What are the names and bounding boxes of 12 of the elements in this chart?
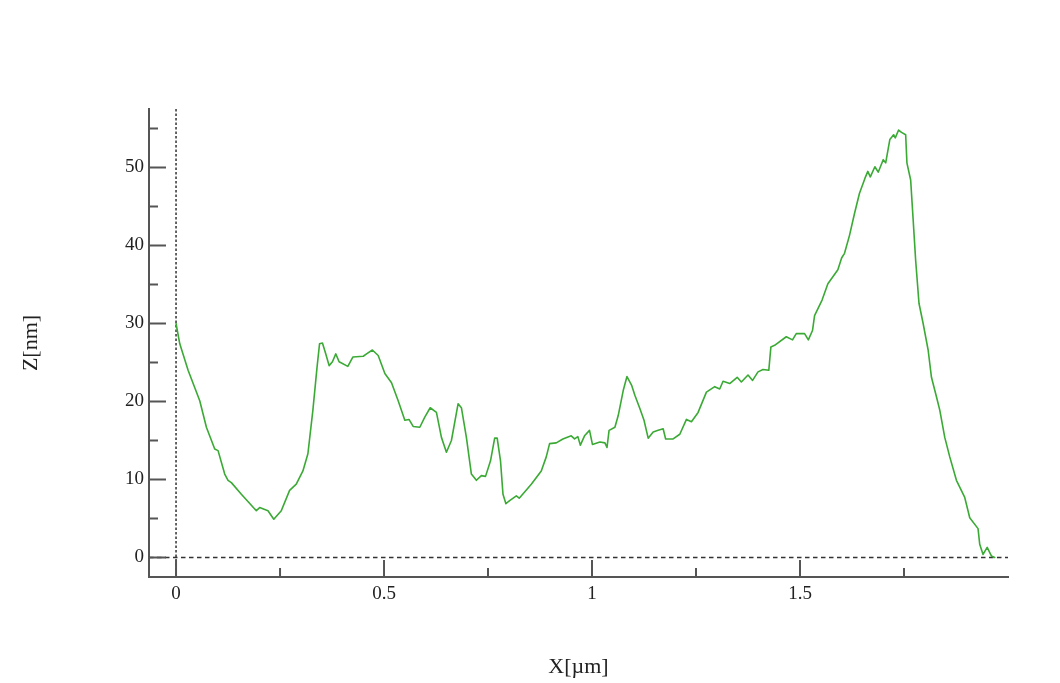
y-tick-label: 30	[125, 311, 144, 333]
y-axis-title: Z[nm]	[16, 314, 42, 372]
x-tick-label: 1.5	[788, 582, 812, 604]
x-axis-title: X[µm]	[548, 652, 609, 678]
y-tick-label: 0	[134, 545, 144, 567]
y-tick-label: 10	[125, 467, 144, 489]
y-tick-label: 20	[125, 389, 144, 411]
x-tick-label: 0.5	[372, 582, 396, 604]
x-tick-label: 0	[171, 582, 181, 604]
x-tick-label: 1	[587, 582, 597, 604]
y-tick-label: 50	[125, 155, 144, 177]
y-tick-label: 40	[125, 233, 144, 255]
